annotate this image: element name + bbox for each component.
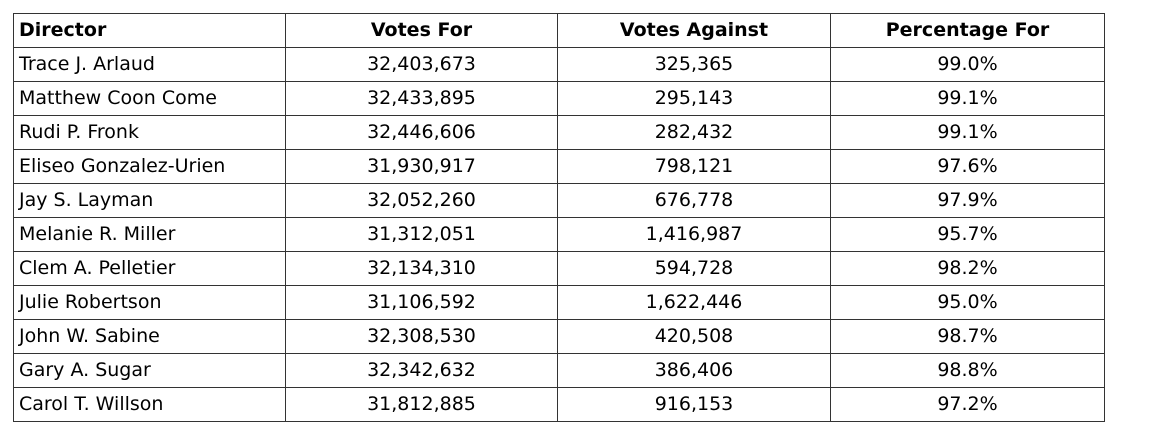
cell-director: Clem A. Pelletier — [13, 251, 286, 286]
cell-director: Matthew Coon Come — [13, 81, 286, 116]
header-row: Director Votes For Votes Against Percent… — [13, 13, 1105, 48]
cell-percentage-for: 95.0% — [830, 285, 1105, 320]
header-percentage-for: Percentage For — [830, 13, 1105, 48]
cell-director: Eliseo Gonzalez-Urien — [13, 149, 286, 184]
cell-votes-for: 32,403,673 — [285, 47, 558, 82]
cell-percentage-for: 99.1% — [830, 81, 1105, 116]
table-row: John W. Sabine 32,308,530 420,508 98.7% — [13, 319, 1105, 354]
table-row: Clem A. Pelletier 32,134,310 594,728 98.… — [13, 251, 1105, 286]
cell-director: Carol T. Willson — [13, 387, 286, 422]
cell-percentage-for: 97.2% — [830, 387, 1105, 422]
cell-percentage-for: 95.7% — [830, 217, 1105, 252]
cell-votes-against: 916,153 — [557, 387, 831, 422]
table-row: Julie Robertson 31,106,592 1,622,446 95.… — [13, 285, 1105, 320]
cell-votes-against: 282,432 — [557, 115, 831, 150]
cell-votes-against: 594,728 — [557, 251, 831, 286]
cell-votes-for: 31,312,051 — [285, 217, 558, 252]
table-row: Carol T. Willson 31,812,885 916,153 97.2… — [13, 387, 1105, 422]
cell-votes-for: 32,433,895 — [285, 81, 558, 116]
cell-votes-against: 386,406 — [557, 353, 831, 388]
cell-percentage-for: 97.9% — [830, 183, 1105, 218]
header-votes-against: Votes Against — [557, 13, 831, 48]
cell-votes-for: 31,812,885 — [285, 387, 558, 422]
cell-percentage-for: 97.6% — [830, 149, 1105, 184]
director-vote-table: Director Votes For Votes Against Percent… — [13, 13, 1105, 422]
cell-percentage-for: 98.2% — [830, 251, 1105, 286]
table-body: Trace J. Arlaud 32,403,673 325,365 99.0%… — [13, 47, 1105, 422]
cell-director: Gary A. Sugar — [13, 353, 286, 388]
cell-votes-for: 32,342,632 — [285, 353, 558, 388]
table-row: Rudi P. Fronk 32,446,606 282,432 99.1% — [13, 115, 1105, 150]
cell-votes-against: 798,121 — [557, 149, 831, 184]
cell-votes-for: 32,134,310 — [285, 251, 558, 286]
table-row: Jay S. Layman 32,052,260 676,778 97.9% — [13, 183, 1105, 218]
cell-votes-for: 31,106,592 — [285, 285, 558, 320]
table-row: Melanie R. Miller 31,312,051 1,416,987 9… — [13, 217, 1105, 252]
cell-director: Rudi P. Fronk — [13, 115, 286, 150]
cell-percentage-for: 98.8% — [830, 353, 1105, 388]
cell-director: Julie Robertson — [13, 285, 286, 320]
cell-votes-against: 325,365 — [557, 47, 831, 82]
table-row: Eliseo Gonzalez-Urien 31,930,917 798,121… — [13, 149, 1105, 184]
cell-votes-against: 1,416,987 — [557, 217, 831, 252]
header-director: Director — [13, 13, 286, 48]
table-row: Trace J. Arlaud 32,403,673 325,365 99.0% — [13, 47, 1105, 82]
cell-votes-against: 1,622,446 — [557, 285, 831, 320]
cell-votes-against: 676,778 — [557, 183, 831, 218]
cell-percentage-for: 99.0% — [830, 47, 1105, 82]
cell-votes-for: 31,930,917 — [285, 149, 558, 184]
table-header: Director Votes For Votes Against Percent… — [13, 13, 1105, 48]
cell-director: Jay S. Layman — [13, 183, 286, 218]
cell-director: Trace J. Arlaud — [13, 47, 286, 82]
header-votes-for: Votes For — [285, 13, 558, 48]
cell-percentage-for: 98.7% — [830, 319, 1105, 354]
table-row: Gary A. Sugar 32,342,632 386,406 98.8% — [13, 353, 1105, 388]
cell-votes-for: 32,052,260 — [285, 183, 558, 218]
cell-votes-against: 420,508 — [557, 319, 831, 354]
cell-votes-for: 32,446,606 — [285, 115, 558, 150]
table-row: Matthew Coon Come 32,433,895 295,143 99.… — [13, 81, 1105, 116]
cell-director: John W. Sabine — [13, 319, 286, 354]
cell-percentage-for: 99.1% — [830, 115, 1105, 150]
cell-votes-for: 32,308,530 — [285, 319, 558, 354]
cell-director: Melanie R. Miller — [13, 217, 286, 252]
cell-votes-against: 295,143 — [557, 81, 831, 116]
